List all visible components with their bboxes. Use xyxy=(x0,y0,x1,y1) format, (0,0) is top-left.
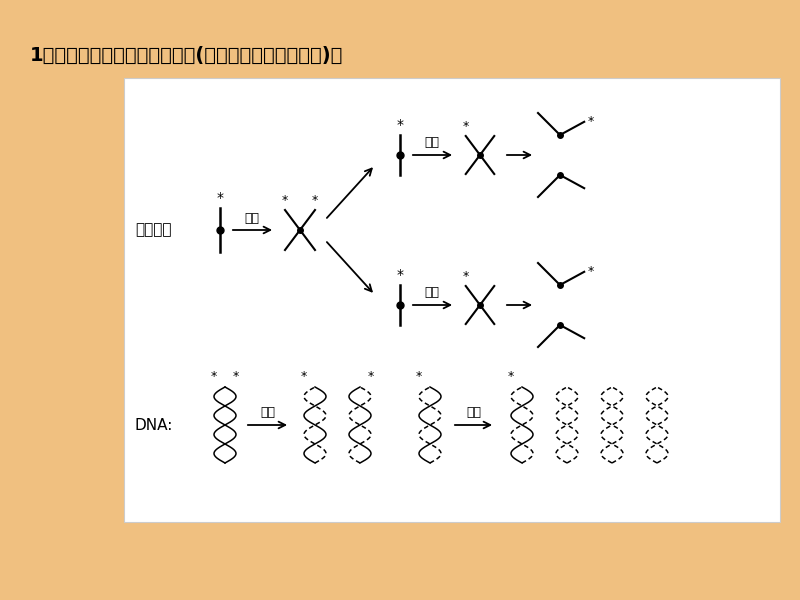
Text: *: * xyxy=(587,265,594,278)
Text: 1．若进行连续的两次有丝分裂(以一条染色体为例分析)：: 1．若进行连续的两次有丝分裂(以一条染色体为例分析)： xyxy=(30,46,343,64)
Text: *: * xyxy=(312,194,318,207)
Text: *: * xyxy=(587,115,594,128)
Text: *: * xyxy=(397,268,403,282)
Text: *: * xyxy=(397,118,403,132)
Text: *: * xyxy=(301,370,307,383)
Text: 染色体：: 染色体： xyxy=(135,223,171,238)
Text: *: * xyxy=(368,370,374,383)
Text: 间期: 间期 xyxy=(425,136,439,149)
Text: *: * xyxy=(211,370,217,383)
Text: *: * xyxy=(217,191,223,205)
Text: 复制: 复制 xyxy=(466,407,482,419)
Text: 间期: 间期 xyxy=(425,286,439,299)
Text: *: * xyxy=(233,370,239,383)
Text: 复制: 复制 xyxy=(261,407,275,419)
Text: 间期: 间期 xyxy=(245,211,259,224)
Text: *: * xyxy=(282,194,288,207)
Text: *: * xyxy=(508,370,514,383)
Text: *: * xyxy=(462,270,469,283)
Bar xyxy=(124,78,780,522)
Text: *: * xyxy=(416,370,422,383)
Text: *: * xyxy=(462,120,469,133)
Text: DNA:: DNA: xyxy=(135,418,174,433)
